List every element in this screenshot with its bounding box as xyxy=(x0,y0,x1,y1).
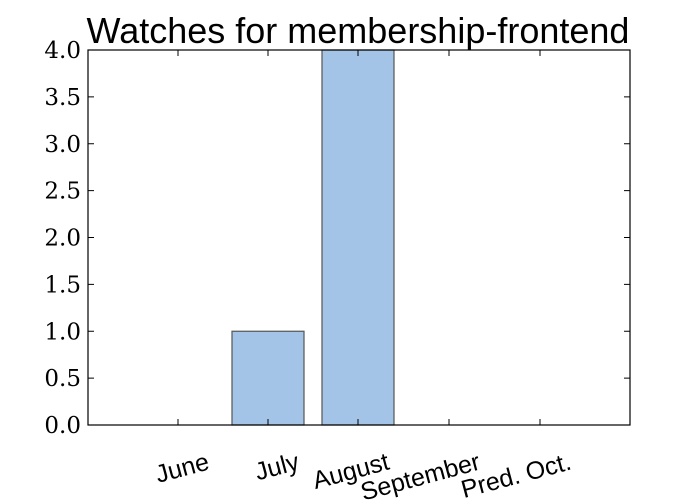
y-tick-label: 4.0 xyxy=(44,38,81,64)
y-tick-label: 3.5 xyxy=(44,85,81,111)
y-tick-label: 3.0 xyxy=(44,132,81,158)
y-tick-label: 0.0 xyxy=(44,413,81,439)
y-tick-label: 2.0 xyxy=(44,226,81,252)
x-tick-label: July xyxy=(252,448,303,487)
y-tick-label: 0.5 xyxy=(44,366,81,392)
y-tick-label: 1.0 xyxy=(44,319,81,345)
bar-august xyxy=(321,49,395,426)
y-tick-label: 1.5 xyxy=(44,272,81,298)
x-tick-label: June xyxy=(152,448,212,489)
y-tick-label: 2.5 xyxy=(44,179,81,205)
y-axis: 0.0 0.5 1.0 1.5 2.0 2.5 3.0 3.5 4.0 xyxy=(44,38,630,439)
bars xyxy=(231,49,395,426)
chart-title: Watches for membership-frontend xyxy=(87,10,630,51)
bar-july xyxy=(231,330,305,426)
